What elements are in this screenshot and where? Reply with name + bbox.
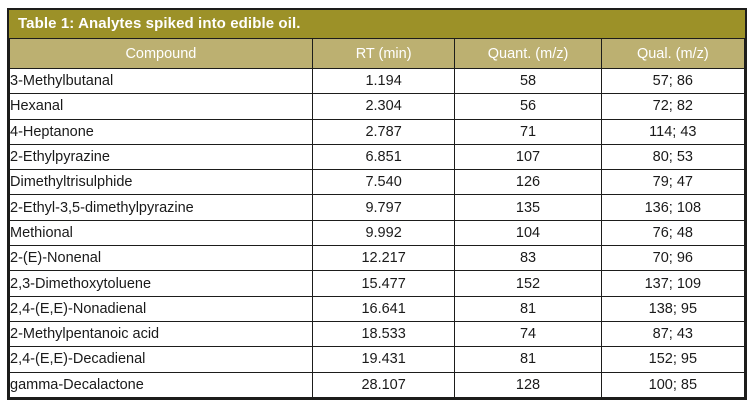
cell-quant: 152	[454, 270, 602, 297]
cell-compound: 2-(E)-Nonenal	[9, 245, 313, 272]
cell-compound: 3-Methylbutanal	[9, 67, 313, 95]
col-header-rt: RT (min)	[311, 38, 456, 69]
cell-qual: 152; 95	[600, 346, 746, 373]
table-row: 2,3-Dimethoxytoluene 15.477 152 137; 109	[9, 270, 746, 297]
cell-quant: 81	[454, 346, 602, 373]
table-row: 2-Ethyl-3,5-dimethylpyrazine 9.797 135 1…	[9, 194, 746, 221]
cell-qual: 80; 53	[600, 143, 746, 171]
cell-rt: 7.540	[311, 169, 456, 196]
cell-quant: 126	[454, 169, 602, 196]
cell-qual: 100; 85	[600, 371, 746, 399]
cell-quant: 71	[454, 118, 602, 145]
cell-compound: 2,4-(E,E)-Decadienal	[9, 346, 313, 373]
table-title: Table 1: Analytes spiked into edible oil…	[9, 10, 745, 38]
cell-compound: 2,3-Dimethoxytoluene	[9, 270, 313, 297]
table-row: Methional 9.992 104 76; 48	[9, 219, 746, 247]
table-row: 2-Ethylpyrazine 6.851 107 80; 53	[9, 143, 746, 171]
cell-quant: 128	[454, 371, 602, 399]
cell-qual: 70; 96	[600, 245, 746, 272]
cell-rt: 28.107	[311, 371, 456, 399]
col-header-compound: Compound	[9, 38, 313, 69]
cell-rt: 6.851	[311, 143, 456, 171]
cell-rt: 9.992	[311, 219, 456, 247]
cell-qual: 138; 95	[600, 295, 746, 322]
cell-qual: 76; 48	[600, 219, 746, 247]
cell-compound: 2,4-(E,E)-Nonadienal	[9, 295, 313, 322]
col-header-qual: Qual. (m/z)	[600, 38, 746, 69]
cell-compound: Methional	[9, 219, 313, 247]
cell-quant: 135	[454, 194, 602, 221]
cell-qual: 87; 43	[600, 320, 746, 348]
cell-rt: 12.217	[311, 245, 456, 272]
cell-rt: 16.641	[311, 295, 456, 322]
cell-rt: 15.477	[311, 270, 456, 297]
cell-compound: Hexanal	[9, 93, 313, 120]
cell-qual: 79; 47	[600, 169, 746, 196]
table-row: gamma-Decalactone 28.107 128 100; 85	[9, 371, 746, 399]
analytes-table-grid: Compound RT (min) Quant. (m/z) Qual. (m/…	[9, 38, 746, 399]
cell-qual: 57; 86	[600, 67, 746, 95]
cell-qual: 136; 108	[600, 194, 746, 221]
cell-qual: 72; 82	[600, 93, 746, 120]
cell-rt: 2.787	[311, 118, 456, 145]
cell-rt: 19.431	[311, 346, 456, 373]
cell-quant: 81	[454, 295, 602, 322]
cell-quant: 74	[454, 320, 602, 348]
cell-rt: 18.533	[311, 320, 456, 348]
cell-quant: 56	[454, 93, 602, 120]
cell-quant: 104	[454, 219, 602, 247]
cell-compound: Dimethyltrisulphide	[9, 169, 313, 196]
cell-rt: 2.304	[311, 93, 456, 120]
table-row: Dimethyltrisulphide 7.540 126 79; 47	[9, 169, 746, 196]
cell-quant: 58	[454, 67, 602, 95]
cell-qual: 114; 43	[600, 118, 746, 145]
cell-rt: 9.797	[311, 194, 456, 221]
header-row: Compound RT (min) Quant. (m/z) Qual. (m/…	[9, 38, 746, 69]
cell-compound: 4-Heptanone	[9, 118, 313, 145]
table-row: 4-Heptanone 2.787 71 114; 43	[9, 118, 746, 145]
cell-compound: gamma-Decalactone	[9, 371, 313, 399]
col-header-quant: Quant. (m/z)	[454, 38, 602, 69]
table-row: Hexanal 2.304 56 72; 82	[9, 93, 746, 120]
cell-quant: 107	[454, 143, 602, 171]
cell-compound: 2-Ethyl-3,5-dimethylpyrazine	[9, 194, 313, 221]
cell-compound: 2-Methylpentanoic acid	[9, 320, 313, 348]
table-row: 3-Methylbutanal 1.194 58 57; 86	[9, 67, 746, 95]
cell-quant: 83	[454, 245, 602, 272]
table-row: 2,4-(E,E)-Nonadienal 16.641 81 138; 95	[9, 295, 746, 322]
cell-qual: 137; 109	[600, 270, 746, 297]
analytes-table: Table 1: Analytes spiked into edible oil…	[7, 8, 747, 400]
table-row: 2,4-(E,E)-Decadienal 19.431 81 152; 95	[9, 346, 746, 373]
table-row: 2-Methylpentanoic acid 18.533 74 87; 43	[9, 320, 746, 348]
cell-compound: 2-Ethylpyrazine	[9, 143, 313, 171]
table-row: 2-(E)-Nonenal 12.217 83 70; 96	[9, 245, 746, 272]
cell-rt: 1.194	[311, 67, 456, 95]
